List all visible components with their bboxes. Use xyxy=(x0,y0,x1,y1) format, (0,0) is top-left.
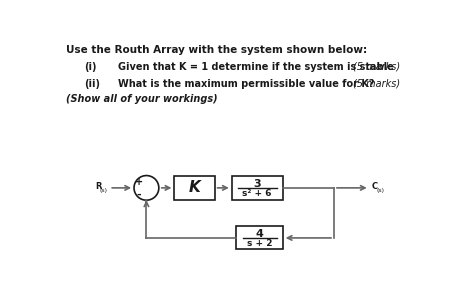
Text: (s): (s) xyxy=(99,188,108,193)
Text: What is the maximum permissible value for K?: What is the maximum permissible value fo… xyxy=(118,79,374,88)
Text: (5 marks): (5 marks) xyxy=(352,62,399,71)
Text: (Show all of your workings): (Show all of your workings) xyxy=(66,94,217,104)
Text: s² + 6: s² + 6 xyxy=(242,189,271,198)
FancyBboxPatch shape xyxy=(174,176,214,200)
Text: +: + xyxy=(134,177,142,188)
FancyBboxPatch shape xyxy=(231,176,282,200)
Text: (i): (i) xyxy=(84,62,97,71)
Text: Given that K = 1 determine if the system is stable: Given that K = 1 determine if the system… xyxy=(118,62,393,71)
Text: K: K xyxy=(188,180,200,195)
Text: 3: 3 xyxy=(253,179,260,189)
Text: C: C xyxy=(371,182,377,191)
Text: -: - xyxy=(136,190,141,200)
Text: (5 marks): (5 marks) xyxy=(352,79,399,88)
FancyBboxPatch shape xyxy=(236,226,282,249)
Text: (s): (s) xyxy=(376,188,384,193)
Text: (ii): (ii) xyxy=(84,79,100,88)
Text: 4: 4 xyxy=(255,229,263,239)
Text: R: R xyxy=(95,182,101,191)
Text: s + 2: s + 2 xyxy=(246,239,272,248)
Text: Use the Routh Array with the system shown below:: Use the Routh Array with the system show… xyxy=(66,45,366,55)
